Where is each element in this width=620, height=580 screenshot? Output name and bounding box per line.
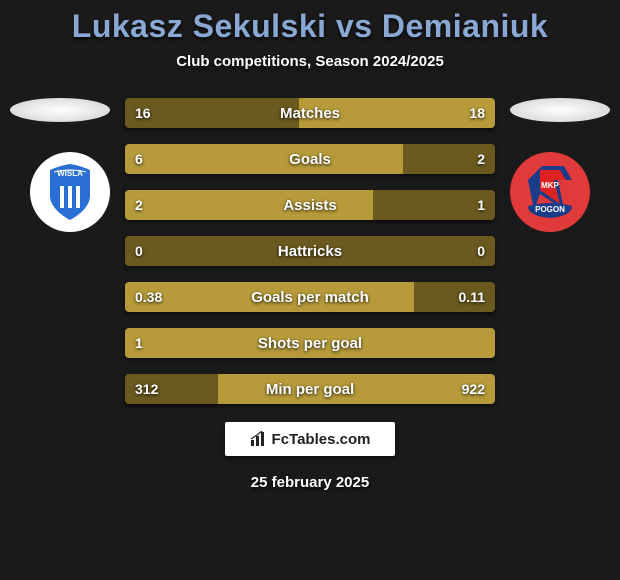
stats-bars: 16 18 Matches 6 2 Goals 2 1 Assists 0 0 … <box>125 98 495 404</box>
svg-text:MKP: MKP <box>541 181 559 190</box>
stat-bar-right <box>414 282 495 312</box>
stat-bar-right <box>218 374 496 404</box>
chart-icon <box>250 431 268 447</box>
stat-bar-left <box>125 144 403 174</box>
stat-row: 0 0 Hattricks <box>125 236 495 266</box>
comparison-content: WISLA MKP POGON 16 18 Matches 6 2 Goals … <box>0 98 620 491</box>
stat-row: 1 Shots per goal <box>125 328 495 358</box>
right-team-badge: MKP POGON <box>510 152 590 232</box>
right-ellipse <box>510 98 610 122</box>
fctables-watermark: FcTables.com <box>225 422 395 456</box>
stat-row: 0.38 0.11 Goals per match <box>125 282 495 312</box>
stat-bar-right <box>403 144 496 174</box>
stat-bar-right <box>310 236 495 266</box>
left-ellipse <box>10 98 110 122</box>
stat-bar-left <box>125 190 373 220</box>
page-subtitle: Club competitions, Season 2024/2025 <box>0 53 620 70</box>
svg-text:POGON: POGON <box>535 205 565 214</box>
stat-row: 6 2 Goals <box>125 144 495 174</box>
svg-text:WISLA: WISLA <box>57 169 83 178</box>
stat-bar-left <box>125 98 299 128</box>
stat-bar-left <box>125 282 414 312</box>
stat-bar-left <box>125 236 310 266</box>
stat-bar-left <box>125 328 495 358</box>
stat-row: 16 18 Matches <box>125 98 495 128</box>
stat-bar-right <box>373 190 495 220</box>
left-team-badge: WISLA <box>30 152 110 232</box>
stat-row: 2 1 Assists <box>125 190 495 220</box>
snapshot-date: 25 february 2025 <box>0 474 620 491</box>
watermark-text: FcTables.com <box>272 431 371 448</box>
shield-icon: MKP POGON <box>510 152 590 232</box>
stat-row: 312 922 Min per goal <box>125 374 495 404</box>
stat-bar-right <box>299 98 495 128</box>
shield-icon: WISLA <box>30 152 110 232</box>
page-title: Lukasz Sekulski vs Demianiuk <box>0 8 620 45</box>
stat-bar-left <box>125 374 218 404</box>
